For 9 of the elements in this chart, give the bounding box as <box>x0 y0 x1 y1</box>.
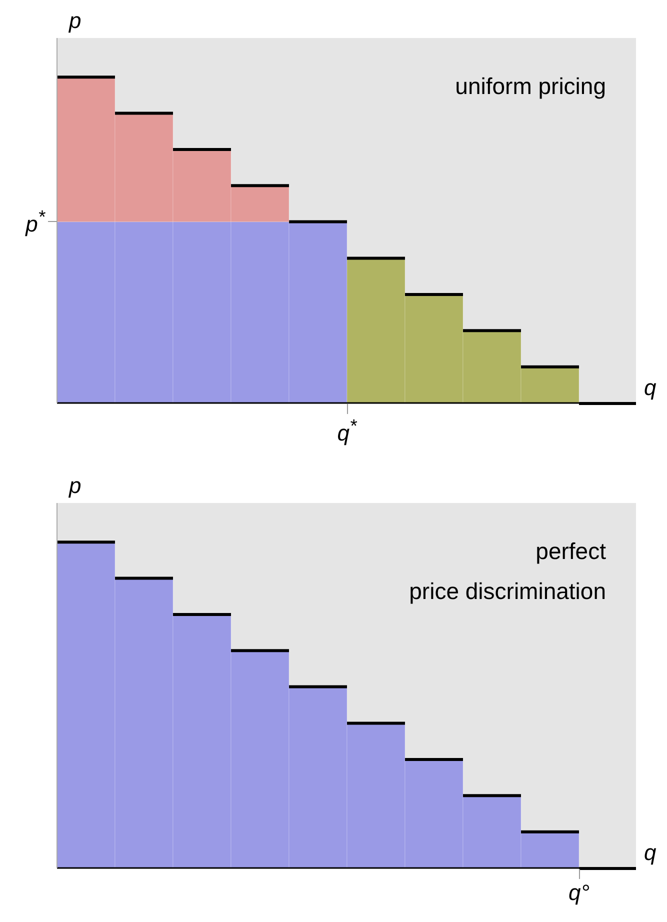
text: q$^{*}$ <box>336 415 358 446</box>
text: p$^{*}$ <box>26 206 45 238</box>
annotation: uniform pricing <box>455 72 606 101</box>
y-axis-title: p <box>69 473 82 499</box>
text: q° <box>567 880 591 906</box>
x-axis-title: q <box>644 840 656 866</box>
y-axis-title: p <box>69 8 82 34</box>
x-axis-title: q <box>644 375 656 401</box>
annotation: perfect price discrimination <box>409 537 606 606</box>
